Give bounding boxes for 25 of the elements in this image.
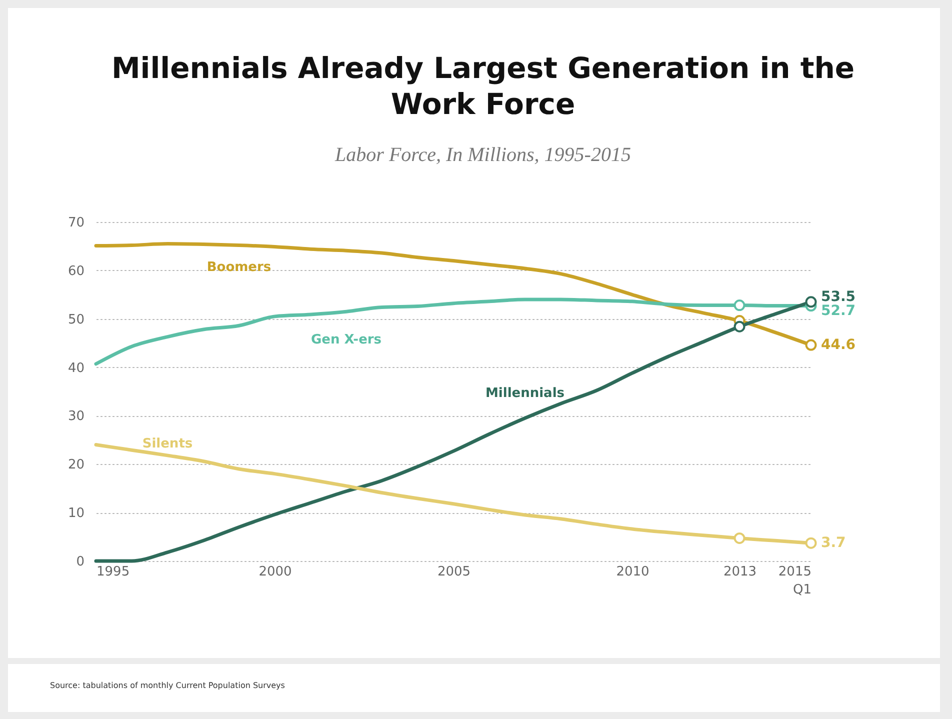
y-tick-label: 70 <box>68 216 84 230</box>
x-tick-label: 2010 <box>616 564 650 580</box>
series-label: Silents <box>142 436 193 452</box>
y-tick-label: 10 <box>68 506 84 522</box>
chart-subtitle: Labor Force, In Millions, 1995-2015 <box>334 144 632 167</box>
data-label: 53.5 <box>821 288 856 305</box>
chart-title: Millennials Already Largest Generation in the Work Force <box>110 50 856 122</box>
data-label: 52.7 <box>821 302 856 319</box>
y-tick-label: 20 <box>68 458 84 473</box>
data-label: 44.6 <box>821 337 856 354</box>
series-label: Boomers <box>206 260 272 276</box>
x-tick-label: 2015 Q1 <box>778 564 812 598</box>
x-tick-label: 2000 <box>258 564 292 580</box>
series-label: Gen X-ers <box>310 332 382 348</box>
y-tick-label: 0 <box>76 554 84 570</box>
y-tick-label: 60 <box>68 264 84 279</box>
x-tick-label: 1995 <box>96 564 130 580</box>
x-tick-label: 2005 <box>437 564 471 580</box>
data-label: 3.7 <box>821 535 846 552</box>
source-note: Source: tabulations of monthly Current Population Surveys <box>50 681 285 690</box>
y-tick-label: 30 <box>68 409 84 424</box>
y-tick-label: 50 <box>68 312 84 328</box>
y-tick-label: 40 <box>68 360 84 376</box>
x-tick-label: 2013 <box>723 564 757 580</box>
series-label: Millennials <box>485 386 565 402</box>
